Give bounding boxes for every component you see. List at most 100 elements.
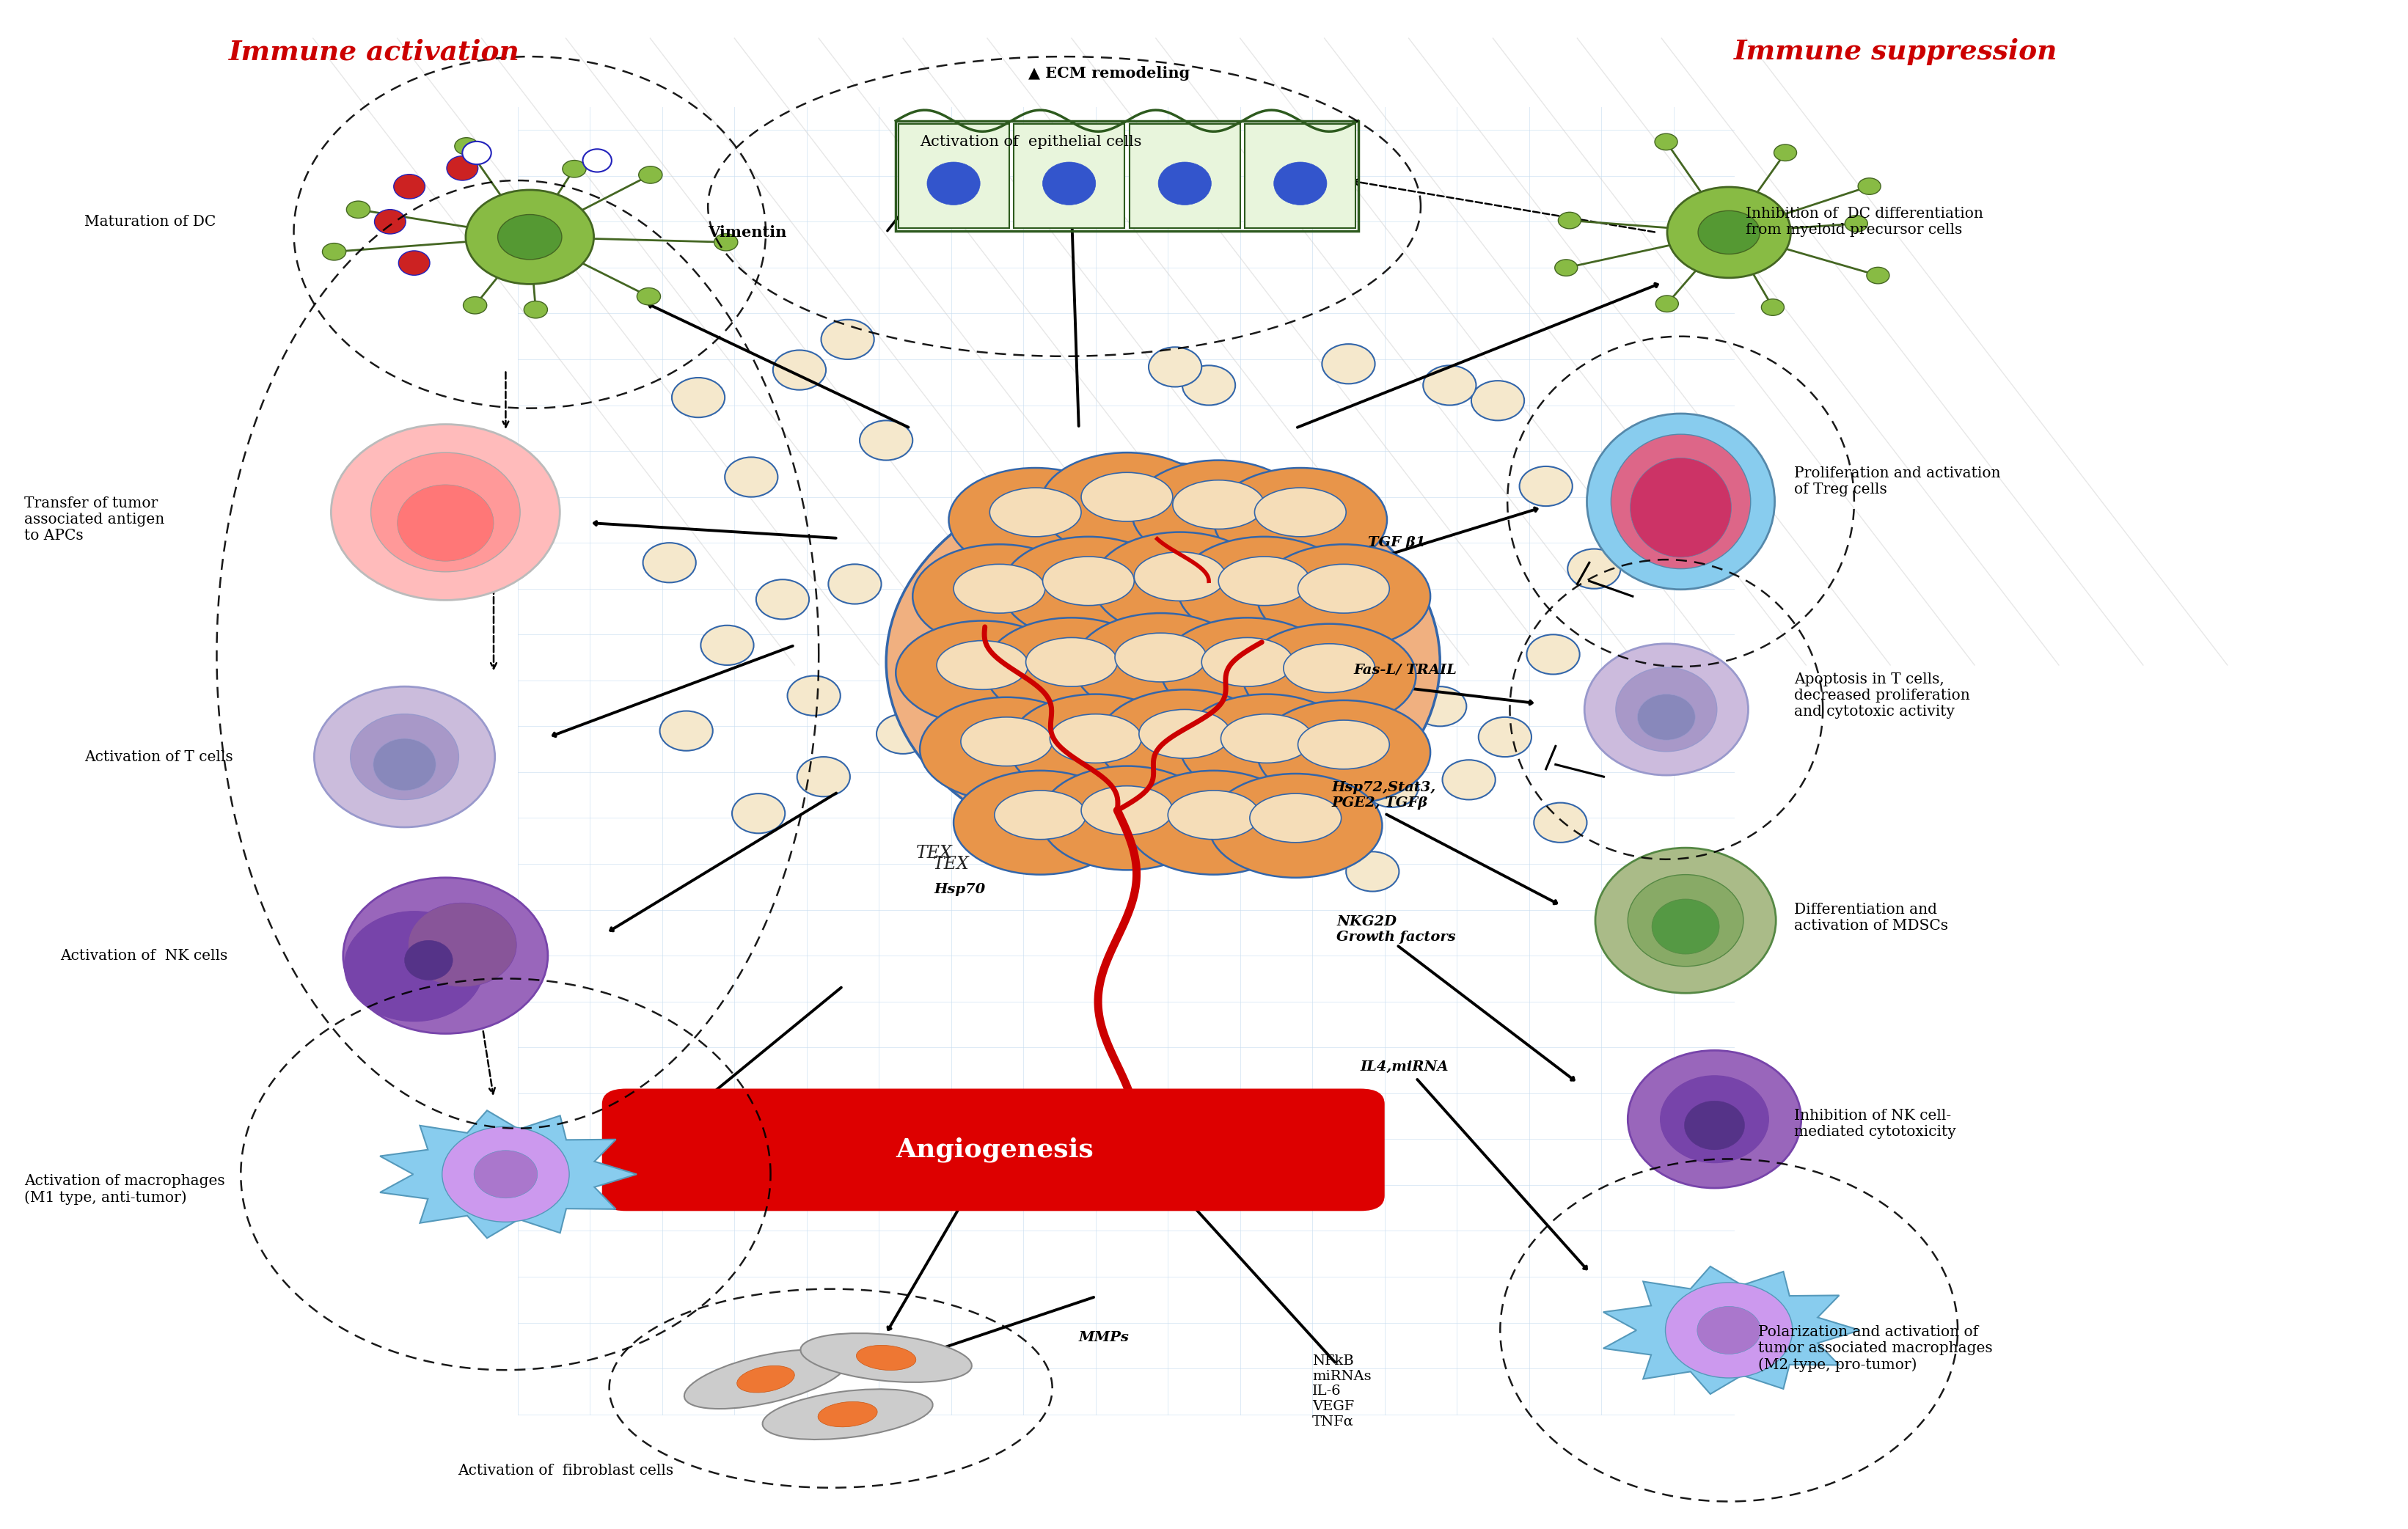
Ellipse shape — [397, 485, 494, 561]
Ellipse shape — [1274, 162, 1327, 205]
Ellipse shape — [1132, 460, 1305, 564]
Ellipse shape — [672, 378, 725, 417]
Ellipse shape — [1666, 187, 1792, 278]
Ellipse shape — [1628, 875, 1743, 966]
Ellipse shape — [1149, 347, 1202, 387]
Ellipse shape — [1050, 714, 1141, 763]
Ellipse shape — [913, 544, 1086, 648]
Text: Inhibition of  DC differentiation
from myeloid precursor cells: Inhibition of DC differentiation from my… — [1746, 206, 1984, 237]
Ellipse shape — [323, 243, 347, 260]
Ellipse shape — [1594, 847, 1777, 994]
Text: MMPs: MMPs — [1079, 1332, 1129, 1344]
Ellipse shape — [787, 676, 840, 716]
Text: Activation of T cells: Activation of T cells — [84, 749, 234, 764]
Ellipse shape — [1519, 466, 1572, 506]
Ellipse shape — [1043, 557, 1134, 605]
Ellipse shape — [1628, 1050, 1801, 1188]
Ellipse shape — [1760, 300, 1784, 315]
Ellipse shape — [638, 287, 660, 304]
Ellipse shape — [395, 174, 426, 199]
Ellipse shape — [949, 468, 1122, 572]
Ellipse shape — [684, 1350, 848, 1408]
Ellipse shape — [954, 564, 1045, 613]
Ellipse shape — [1002, 537, 1175, 641]
Text: Apoptosis in T cells,
decreased proliferation
and cytotoxic activity: Apoptosis in T cells, decreased prolifer… — [1794, 673, 1970, 719]
Ellipse shape — [1127, 771, 1300, 875]
Ellipse shape — [1587, 413, 1775, 589]
Ellipse shape — [725, 457, 778, 497]
Ellipse shape — [1257, 544, 1430, 648]
FancyBboxPatch shape — [1245, 124, 1356, 228]
Text: Polarization and activation of
tumor associated macrophages
(M2 type, pro-tumor): Polarization and activation of tumor ass… — [1758, 1326, 1991, 1372]
Ellipse shape — [756, 579, 809, 619]
Text: Activation of  epithelial cells: Activation of epithelial cells — [920, 135, 1141, 150]
Ellipse shape — [1209, 774, 1382, 878]
Ellipse shape — [1346, 852, 1399, 891]
Ellipse shape — [920, 697, 1093, 801]
Ellipse shape — [638, 167, 662, 183]
Ellipse shape — [371, 453, 520, 572]
Ellipse shape — [465, 190, 595, 284]
Ellipse shape — [342, 878, 549, 1034]
Ellipse shape — [773, 350, 826, 390]
Ellipse shape — [1556, 260, 1577, 277]
Ellipse shape — [1534, 803, 1587, 842]
Ellipse shape — [1866, 268, 1890, 284]
Text: NFkB
miRNAs
IL-6
VEGF
TNFα: NFkB miRNAs IL-6 VEGF TNFα — [1312, 1355, 1373, 1428]
Ellipse shape — [1040, 766, 1214, 870]
Text: ▲ ECM remodeling: ▲ ECM remodeling — [1028, 66, 1190, 81]
Ellipse shape — [1365, 768, 1418, 807]
Ellipse shape — [1009, 694, 1182, 798]
Ellipse shape — [1584, 644, 1748, 775]
Text: TEX: TEX — [915, 844, 954, 862]
Ellipse shape — [737, 1365, 795, 1393]
Ellipse shape — [1098, 690, 1271, 794]
Ellipse shape — [1173, 480, 1264, 529]
Ellipse shape — [1775, 144, 1796, 161]
Ellipse shape — [1527, 635, 1580, 674]
Ellipse shape — [1218, 557, 1310, 605]
Ellipse shape — [1568, 549, 1621, 589]
Ellipse shape — [332, 424, 561, 599]
Text: Hsp70: Hsp70 — [934, 884, 985, 896]
Ellipse shape — [474, 1150, 537, 1199]
Ellipse shape — [1043, 162, 1096, 205]
Text: Proliferation and activation
of Treg cells: Proliferation and activation of Treg cel… — [1794, 466, 2001, 497]
Ellipse shape — [498, 214, 561, 260]
Text: Maturation of DC: Maturation of DC — [84, 214, 217, 229]
Ellipse shape — [763, 1390, 932, 1439]
Text: Fas-L/ TRAIL: Fas-L/ TRAIL — [1353, 664, 1457, 676]
Polygon shape — [1604, 1266, 1859, 1394]
Ellipse shape — [344, 911, 484, 1021]
Ellipse shape — [455, 138, 479, 154]
Ellipse shape — [877, 714, 929, 754]
Ellipse shape — [352, 714, 458, 800]
Ellipse shape — [1134, 552, 1226, 601]
Ellipse shape — [937, 641, 1028, 690]
Ellipse shape — [1657, 295, 1678, 312]
Ellipse shape — [896, 621, 1069, 725]
Ellipse shape — [1161, 618, 1334, 722]
Text: Differentiation and
activation of MDSCs: Differentiation and activation of MDSCs — [1794, 902, 1948, 933]
Ellipse shape — [1202, 638, 1293, 687]
Ellipse shape — [1666, 1283, 1792, 1378]
FancyBboxPatch shape — [898, 124, 1009, 228]
Ellipse shape — [1255, 488, 1346, 537]
Ellipse shape — [886, 463, 1440, 861]
Ellipse shape — [1178, 537, 1351, 641]
Ellipse shape — [462, 297, 486, 313]
Ellipse shape — [701, 625, 754, 665]
Ellipse shape — [405, 940, 453, 980]
Text: Immune suppression: Immune suppression — [1734, 38, 2056, 66]
Ellipse shape — [1158, 162, 1211, 205]
Ellipse shape — [1637, 694, 1695, 740]
Ellipse shape — [1245, 760, 1298, 800]
Ellipse shape — [1859, 177, 1881, 194]
Ellipse shape — [956, 518, 1009, 558]
Ellipse shape — [1652, 899, 1719, 954]
Text: NKG2D
Growth factors: NKG2D Growth factors — [1336, 916, 1457, 943]
Ellipse shape — [954, 771, 1127, 875]
Ellipse shape — [347, 200, 371, 219]
Ellipse shape — [1283, 644, 1375, 693]
Ellipse shape — [1611, 434, 1751, 569]
